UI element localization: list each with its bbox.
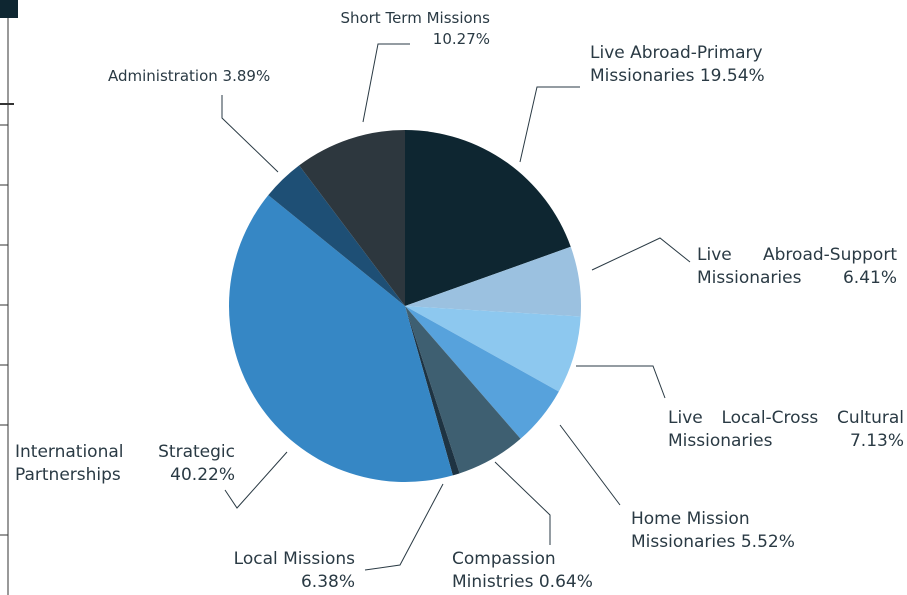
slice-label: International Strategic Partnerships 40.… bbox=[15, 441, 235, 487]
category-label: Live Abroad-Primary Missionaries bbox=[590, 43, 763, 86]
slice-label: Live Local-Cross Cultural Missionaries 7… bbox=[668, 407, 904, 453]
pie-slice bbox=[268, 165, 405, 306]
header-fragment bbox=[0, 0, 18, 18]
value-label: 6.38% bbox=[300, 572, 355, 592]
leader-line bbox=[224, 451, 288, 509]
category-label: Local Missions bbox=[233, 549, 355, 569]
leader-line bbox=[221, 95, 279, 173]
pie-slice bbox=[228, 195, 453, 483]
value-label: 40.22% bbox=[170, 465, 235, 485]
pie-slice bbox=[405, 306, 460, 476]
value-label: 7.13% bbox=[849, 431, 904, 451]
value-label: 10.27% bbox=[432, 30, 490, 48]
value-label: 0.64% bbox=[538, 572, 593, 592]
category-label: International Strategic Partnerships bbox=[15, 442, 235, 485]
slice-label: Live Abroad-Support Missionaries 6.41% bbox=[697, 244, 897, 290]
slice-label: Administration 3.89% bbox=[108, 66, 308, 87]
category-label: Live Abroad-Support Missionaries bbox=[697, 245, 897, 288]
leader-line bbox=[519, 86, 580, 163]
leader-line bbox=[591, 237, 691, 271]
pie-slice bbox=[405, 306, 581, 392]
leader-line bbox=[364, 483, 444, 571]
pie-slice bbox=[405, 246, 582, 317]
value-label: 3.89% bbox=[222, 67, 271, 85]
leader-line bbox=[576, 365, 666, 399]
value-label: 6.41% bbox=[842, 268, 897, 288]
category-label: Short Term Missions bbox=[340, 9, 490, 27]
category-label: Administration bbox=[108, 67, 218, 85]
leader-line bbox=[559, 424, 621, 506]
leader-line bbox=[362, 43, 410, 123]
pie-slice bbox=[405, 306, 559, 439]
slice-label: Local Missions 6.38% bbox=[200, 548, 355, 594]
value-label: 19.54% bbox=[699, 66, 765, 86]
pie-slice bbox=[405, 130, 571, 306]
slice-label: Short Term Missions 10.27% bbox=[300, 8, 490, 50]
pie-slice bbox=[299, 130, 405, 306]
slice-label: Home Mission Missionaries 5.52% bbox=[631, 508, 821, 554]
category-label: Live Local-Cross Cultural Missionaries bbox=[668, 408, 904, 451]
pie-slice bbox=[405, 306, 521, 474]
value-label: 5.52% bbox=[740, 532, 795, 552]
leader-line bbox=[494, 461, 551, 545]
slice-label: Compassion Ministries 0.64% bbox=[452, 548, 617, 594]
slice-label: Live Abroad-Primary Missionaries 19.54% bbox=[590, 42, 790, 88]
category-label: Compassion Ministries bbox=[452, 549, 556, 592]
category-label: Home Mission Missionaries bbox=[631, 509, 750, 552]
